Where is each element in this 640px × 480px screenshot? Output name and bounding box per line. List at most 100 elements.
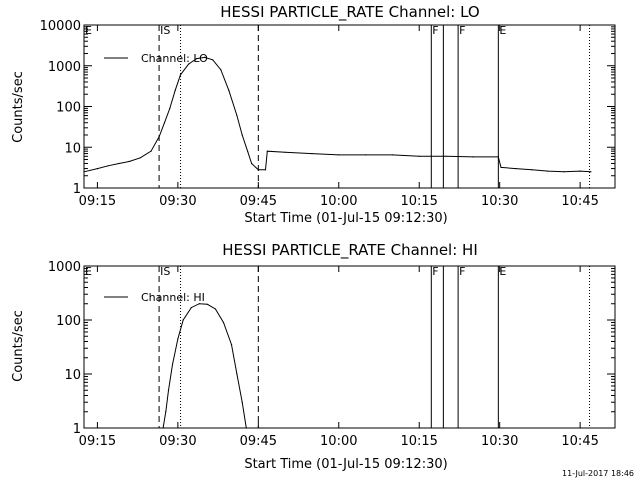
data-point (338, 154, 340, 156)
data-point (150, 150, 152, 152)
event-marker-label: F (432, 265, 438, 278)
data-point (284, 151, 286, 153)
data-point (445, 155, 447, 157)
data-point (198, 303, 200, 305)
data-point (162, 427, 164, 429)
data-point (174, 89, 176, 91)
footer-timestamp: 11-Jul-2017 18:46 (562, 469, 634, 478)
x-axis-label: Start Time (01-Jul-15 09:12:30) (244, 211, 447, 226)
data-point (163, 122, 166, 124)
y-tick-label: 100 (56, 314, 81, 329)
y-tick-label: 1000 (48, 260, 81, 275)
event-marker-label: F (459, 265, 465, 278)
data-point (257, 169, 259, 171)
y-tick-label: 10 (64, 368, 81, 383)
data-point (236, 373, 238, 375)
data-point (206, 303, 208, 305)
x-tick-label: 10:45 (561, 194, 598, 209)
data-point (266, 150, 268, 152)
y-axis-label: Counts/sec (11, 310, 26, 382)
data-point (179, 74, 182, 76)
data-point (500, 166, 502, 168)
data-point (167, 389, 170, 391)
data-point (230, 344, 233, 346)
data-point (129, 160, 131, 162)
x-tick-label: 10:45 (561, 434, 598, 449)
event-marker-label: E (499, 24, 506, 37)
data-point (251, 162, 253, 165)
event-marker-label: F (432, 24, 438, 37)
event-marker-label: E (85, 24, 92, 37)
x-tick-label: 09:30 (159, 194, 196, 209)
panel-lo: HESSI PARTICLE_RATE Channel: LO Counts/s… (11, 3, 616, 226)
y-tick-label: 1000 (48, 60, 81, 75)
data-point (245, 427, 247, 429)
data-point (177, 338, 179, 340)
y-tick-label: 1 (73, 182, 81, 197)
x-tick-label: 09:30 (159, 434, 196, 449)
y-tick-label: 10 (64, 141, 81, 156)
event-marker-label: F (459, 24, 465, 37)
data-point (365, 154, 367, 156)
data-point (515, 168, 517, 170)
x-tick-label: 09:45 (240, 434, 277, 449)
data-point (241, 134, 243, 136)
event-marker-label: IS (160, 24, 170, 37)
data-point (228, 89, 230, 91)
data-point (139, 157, 141, 159)
data-point (579, 170, 581, 172)
x-tick-label: 09:15 (79, 434, 116, 449)
x-tick-label: 09:45 (240, 194, 277, 209)
legend-label: Channel: HI (141, 291, 205, 304)
event-marker-label: E (499, 265, 506, 278)
data-point (107, 165, 109, 167)
data-point (214, 308, 216, 310)
plot-area: 09:15 09:30 09:45 10:00 10:15 10:30 10:45 1 10 10… (40, 19, 616, 209)
data-point (158, 136, 160, 138)
data-point (190, 307, 192, 309)
y-tick-label: 100 (56, 101, 81, 116)
data-point (547, 170, 549, 172)
data-point (188, 63, 190, 65)
x-tick-label: 10:30 (481, 434, 518, 449)
data-point (563, 171, 565, 173)
chart-title: HESSI PARTICLE_RATE Channel: HI (222, 241, 478, 260)
data-point (118, 162, 120, 165)
chart-title: HESSI PARTICLE_RATE Channel: LO (220, 3, 479, 22)
data-point (590, 171, 592, 173)
data-point (264, 169, 267, 171)
plot-frame (83, 265, 616, 429)
event-marker-label: IS (160, 265, 170, 278)
y-tick-label: 1 (73, 422, 81, 437)
data-point (182, 319, 184, 321)
data-point (311, 153, 313, 155)
data-point (418, 155, 420, 157)
plot-area: 09:15 09:30 09:45 10:00 10:15 10:30 10:45 1 10 10… (48, 260, 616, 449)
data-point (171, 363, 174, 366)
data-point (531, 169, 533, 171)
event-marker-label: E (85, 265, 92, 278)
y-tick-label: 10000 (40, 19, 81, 34)
data-point (391, 154, 393, 156)
x-tick-label: 10:00 (320, 434, 357, 449)
data-point (212, 59, 214, 61)
data-point (241, 401, 243, 403)
x-tick-label: 10:30 (481, 194, 518, 209)
x-tick-label: 09:15 (79, 194, 116, 209)
data-point (169, 107, 171, 109)
data-point (472, 156, 474, 158)
data-point (247, 150, 249, 152)
data-point (497, 156, 499, 158)
x-tick-label: 10:15 (400, 434, 437, 449)
data-point (96, 168, 98, 170)
x-tick-label: 10:00 (320, 194, 357, 209)
y-axis-label: Counts/sec (11, 71, 26, 143)
data-point (204, 56, 206, 59)
data-point (165, 411, 167, 413)
data-point (220, 69, 222, 71)
panel-hi: HESSI PARTICLE_RATE Channel: HI Counts/s… (11, 241, 616, 472)
data-point (222, 321, 225, 324)
x-axis-label: Start Time (01-Jul-15 09:12:30) (244, 457, 447, 472)
